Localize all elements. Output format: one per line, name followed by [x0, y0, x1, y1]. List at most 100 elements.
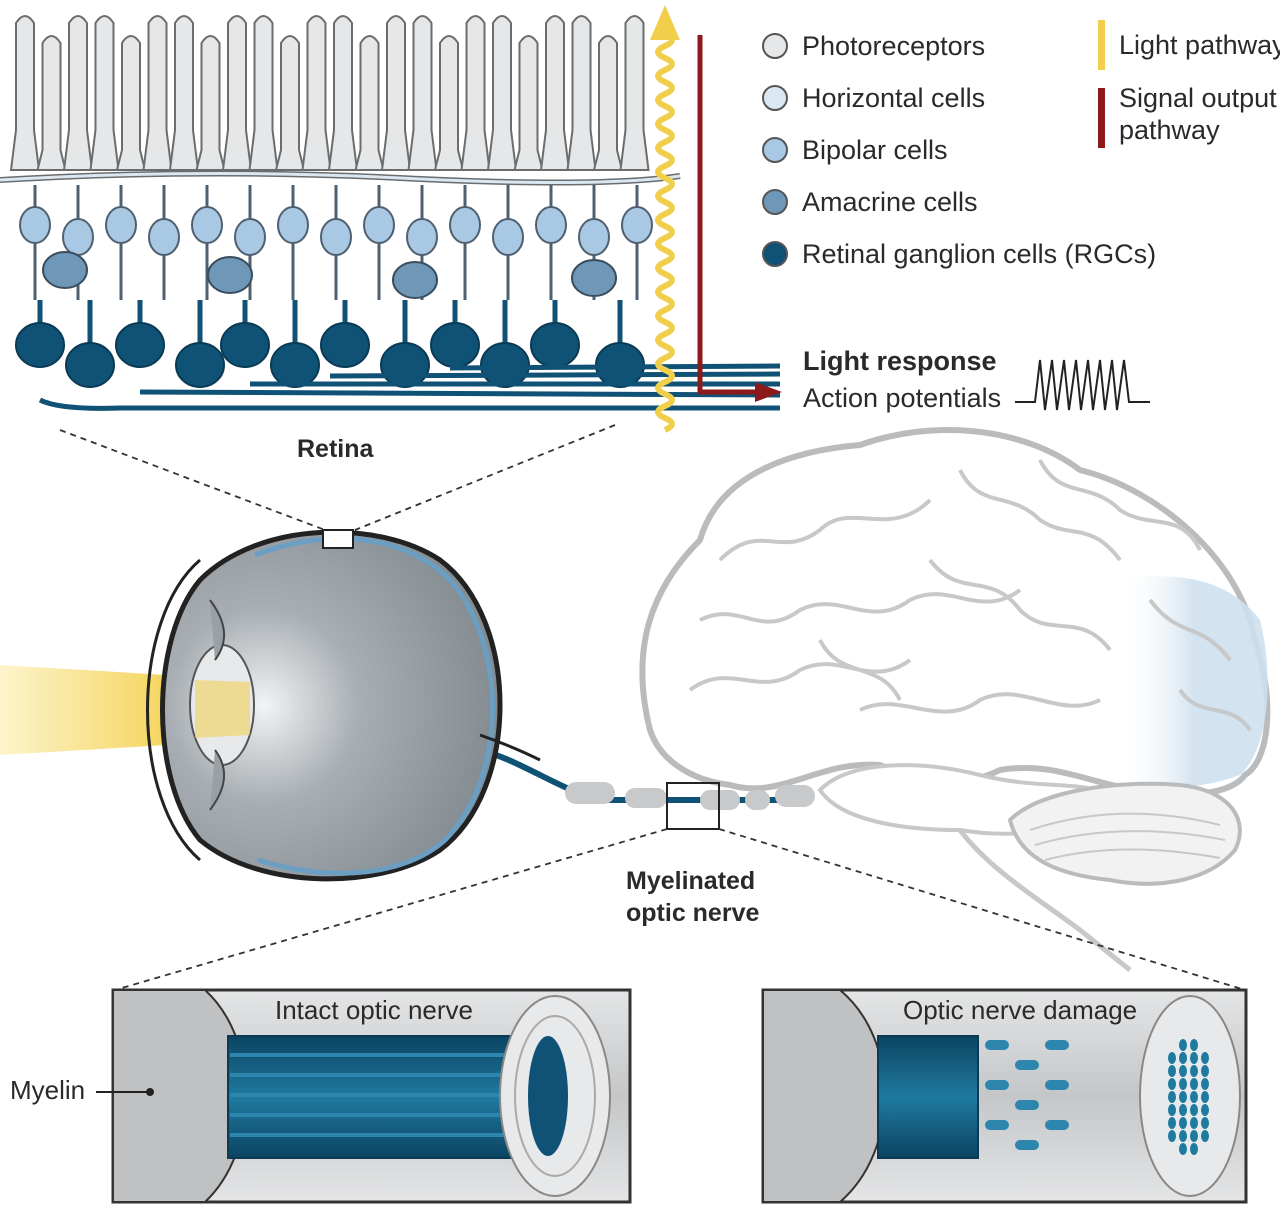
- remaining-axon-dots: [1168, 1039, 1209, 1155]
- swatch-rgc: [762, 241, 788, 268]
- bipolar-cell: [148, 218, 180, 256]
- photoreceptor: [433, 35, 465, 171]
- legend-bipolar: Bipolar cells: [762, 134, 948, 166]
- photoreceptor: [195, 35, 226, 171]
- action-potentials-label: Action potentials: [803, 383, 1002, 413]
- legend-photoreceptors: Photoreceptors: [762, 30, 985, 62]
- cerebrum-outline: [639, 427, 1271, 798]
- signal-output-arrow: [697, 35, 760, 395]
- axon-dot: [1179, 1039, 1187, 1051]
- axon-dot: [1201, 1104, 1209, 1116]
- axon-fragment: [1015, 1100, 1039, 1110]
- axon-dot: [1179, 1117, 1187, 1129]
- axon-fragment: [985, 1040, 1009, 1050]
- swatch-signal-output: [1098, 88, 1105, 148]
- rgc-soma: [320, 322, 370, 368]
- axon-dot: [1190, 1104, 1198, 1116]
- axon-dot: [1168, 1078, 1176, 1090]
- legend-label: Bipolar cells: [802, 135, 948, 165]
- optic-nerve-root: [479, 733, 541, 762]
- bipolar-cell: [277, 206, 309, 244]
- rgc-soma: [65, 342, 115, 388]
- myelin-label: Myelin: [10, 1075, 86, 1105]
- damage-nerve-label: Optic nerve damage: [903, 995, 1138, 1025]
- rgc-soma: [175, 342, 225, 388]
- action-potential-trace: [1015, 359, 1150, 411]
- photoreceptor: [592, 35, 624, 171]
- axon-dot: [1190, 1039, 1198, 1051]
- axon-dot: [1168, 1130, 1176, 1142]
- legend-label: Signal output pathway: [1119, 83, 1277, 146]
- damaged-cross-section: [1139, 995, 1241, 1197]
- bipolar-cell: [406, 218, 438, 256]
- axon-fragments: [985, 1040, 1069, 1150]
- eye: [0, 529, 541, 882]
- photoreceptor: [274, 35, 306, 171]
- axon-fragment: [1015, 1060, 1039, 1070]
- photoreceptor: [486, 15, 518, 171]
- bipolar-cell: [535, 206, 567, 244]
- bipolar-cell: [62, 218, 94, 256]
- axon-dot: [1168, 1065, 1176, 1077]
- rgc-soma: [530, 322, 580, 368]
- retina-label: Retina: [297, 435, 374, 463]
- bipolar-cell: [191, 206, 223, 244]
- rgc-soma: [115, 322, 165, 368]
- axon-dot: [1201, 1130, 1209, 1142]
- brainstem: [958, 828, 1132, 972]
- photoreceptor: [407, 15, 438, 171]
- legend-amacrine: Amacrine cells: [762, 186, 978, 218]
- rgc-layer: [15, 300, 645, 388]
- axon-dot: [1179, 1091, 1187, 1103]
- myelin-segment: [625, 788, 667, 808]
- axon-dot: [1168, 1052, 1176, 1064]
- bipolar-cell: [19, 206, 51, 244]
- photoreceptor: [513, 35, 544, 171]
- rgc-soma: [480, 342, 530, 388]
- retina-zoom-box: [322, 529, 354, 549]
- bipolar-cell: [449, 206, 481, 244]
- rgc-soma: [430, 322, 480, 368]
- legend-label: Amacrine cells: [802, 187, 978, 217]
- photoreceptor: [539, 15, 571, 171]
- intact-nerve-label: Intact optic nerve: [275, 995, 473, 1025]
- amacrine-cell-layer: [42, 251, 617, 299]
- axon-dot: [1201, 1117, 1209, 1129]
- axon-dot: [1179, 1052, 1187, 1064]
- legend-rgc: Retinal ganglion cells (RGCs): [762, 238, 1156, 270]
- intact-nerve-panel: [96, 988, 632, 1204]
- bipolar-cell: [578, 218, 610, 256]
- axon-dot: [1201, 1091, 1209, 1103]
- axon-dot: [1190, 1117, 1198, 1129]
- swatch-horizontal: [762, 85, 788, 112]
- cerebellum: [1007, 781, 1242, 886]
- photoreceptor: [301, 15, 332, 171]
- axon-fragment: [1045, 1040, 1069, 1050]
- axon-dot: [1190, 1052, 1198, 1064]
- damaged-axon-bundle: [877, 1035, 979, 1159]
- brain: [639, 427, 1271, 972]
- photoreceptor: [221, 15, 253, 171]
- axon-fragment: [1045, 1120, 1069, 1130]
- swatch-light-pathway: [1098, 20, 1105, 70]
- photoreceptor: [354, 35, 385, 171]
- legend-horizontal: Horizontal cells: [762, 82, 985, 114]
- axon-fragment: [985, 1080, 1009, 1090]
- photoreceptor: [619, 15, 650, 171]
- retina-lining: [254, 536, 495, 876]
- light-pathway-wave: [655, 31, 675, 433]
- bipolar-cell: [320, 218, 352, 256]
- photoreceptor: [36, 35, 67, 171]
- optic-nerve-label-line1: Myelinated: [626, 867, 756, 895]
- myelin-segment: [775, 785, 815, 807]
- swatch-bipolar: [762, 137, 788, 164]
- axon-dot: [1168, 1104, 1176, 1116]
- axon-dot: [1179, 1104, 1187, 1116]
- rgc-soma: [15, 322, 65, 368]
- retina-zoom-lines: [59, 424, 616, 531]
- bipolar-cell: [492, 218, 524, 256]
- photoreceptor: [380, 15, 412, 171]
- axon-dot: [1190, 1091, 1198, 1103]
- photoreceptor-layer: [9, 15, 650, 171]
